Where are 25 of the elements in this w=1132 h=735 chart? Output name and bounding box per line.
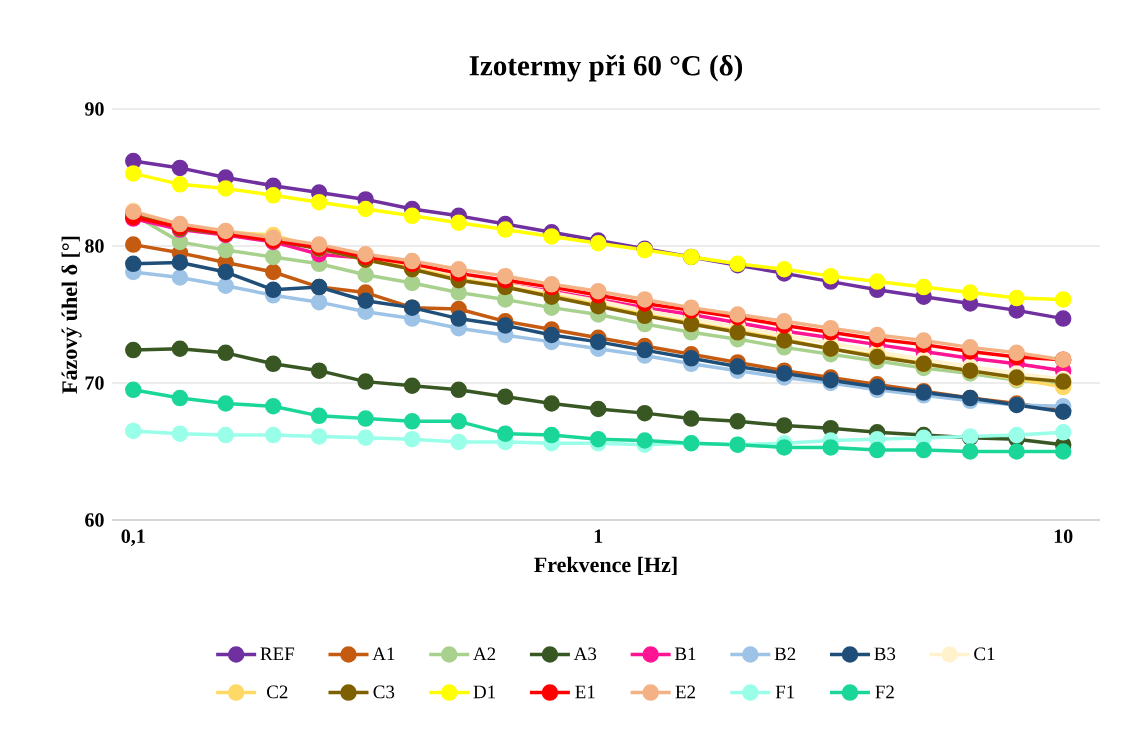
legend-label: E1 (575, 685, 595, 699)
y-tick-label: 90 (85, 102, 104, 116)
x-tick-label: 1 (594, 529, 603, 543)
y-tick-label: 80 (85, 239, 104, 253)
legend-label: F1 (775, 685, 795, 699)
legend-label: E2 (675, 685, 695, 699)
y-tick-label: 70 (85, 376, 104, 390)
x-tick-label: 0,1 (121, 529, 145, 546)
y-tick-label: 60 (85, 513, 104, 527)
legend-label: C2 (267, 685, 288, 699)
legend-label: F2 (875, 685, 894, 699)
chart-title: Izotermy při 60 °C (δ) (469, 54, 743, 82)
legend-label: C3 (373, 685, 395, 699)
y-axis-title: Fázový úhel δ [°] (61, 236, 82, 394)
x-tick-label: 10 (1054, 529, 1073, 544)
x-axis-title: Frekvence [Hz] (534, 556, 677, 575)
legend-label: B1 (674, 647, 696, 661)
legend-label: D1 (473, 685, 496, 699)
legend-label: A1 (372, 647, 395, 661)
legend-label: REF (260, 647, 295, 660)
legend-label: A3 (573, 647, 597, 661)
legend-label: B3 (874, 647, 896, 661)
legend-label: C1 (974, 647, 995, 661)
legend-label: B2 (774, 647, 796, 661)
legend-label: A2 (473, 647, 496, 661)
